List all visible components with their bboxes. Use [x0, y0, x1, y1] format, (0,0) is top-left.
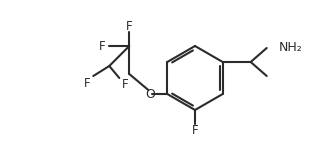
Text: F: F: [122, 77, 129, 91]
Text: NH₂: NH₂: [279, 40, 303, 53]
Text: F: F: [126, 20, 133, 32]
Text: F: F: [99, 40, 106, 52]
Text: F: F: [84, 76, 91, 89]
Text: O: O: [145, 88, 155, 100]
Text: F: F: [192, 124, 198, 136]
